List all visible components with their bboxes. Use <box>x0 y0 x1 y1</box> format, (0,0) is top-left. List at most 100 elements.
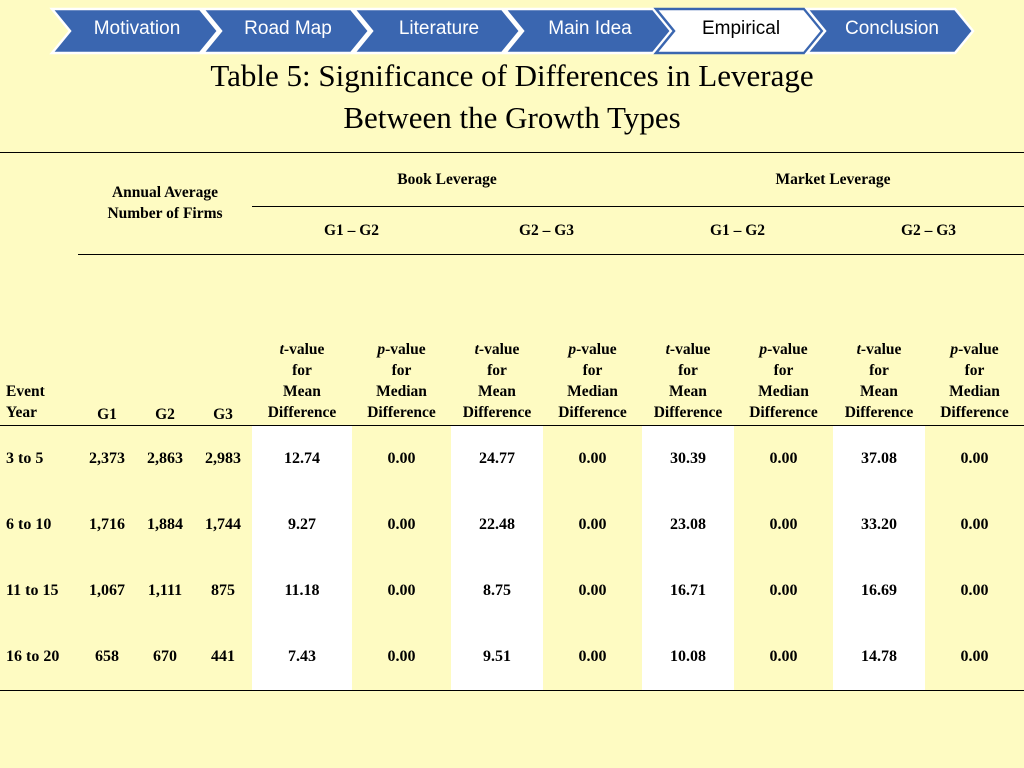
highlight-column-4 <box>833 426 925 690</box>
stat-header-t-line1: -value <box>860 341 902 358</box>
firms-g1-header: G1 <box>97 406 117 423</box>
row-firms-g1: 1,067 <box>89 582 125 599</box>
row-firms-g2: 1,111 <box>147 582 183 599</box>
stat-header-book-g2g3-p: p-value for Median Difference <box>543 339 642 423</box>
stat-header-p-line2: for <box>773 362 794 379</box>
stat-header-t-line2: for <box>678 362 698 379</box>
table-top-rule <box>0 152 1024 153</box>
nav-chevron-road-map[interactable] <box>200 7 371 55</box>
stat-header-t-line4: Difference <box>267 404 337 421</box>
row-value: 0.00 <box>960 516 989 533</box>
row-value: 8.75 <box>483 582 511 599</box>
nav-item-empirical[interactable]: Empirical <box>701 18 781 39</box>
stat-header-p-line3: Median <box>758 383 809 400</box>
stat-header-market-g2g3-t: t-value for Mean Difference <box>833 339 925 423</box>
stat-header-p-line3: Median <box>949 383 1000 400</box>
stat-header-p-line1: -value <box>576 341 617 358</box>
row-value: 0.00 <box>769 648 798 665</box>
stat-header-t-line1: -value <box>669 341 711 358</box>
stat-header-t-line4: Difference <box>844 404 914 421</box>
row-value: 30.39 <box>670 450 706 467</box>
row-firms-g1: 658 <box>95 648 119 665</box>
nav-chevron-conclusion[interactable] <box>804 7 975 55</box>
row-firms-g2: 670 <box>153 648 177 665</box>
stat-header-t-line3: Mean <box>478 383 516 400</box>
row-value: 16.71 <box>670 582 706 599</box>
row-value: 0.00 <box>578 582 607 599</box>
market-leverage-header: Market Leverage <box>775 171 891 188</box>
row-value: 0.00 <box>578 516 607 533</box>
row-value: 9.51 <box>483 648 511 665</box>
row-value: 0.00 <box>769 450 798 467</box>
row-value: 14.78 <box>861 648 897 665</box>
row-value: 37.08 <box>861 450 897 467</box>
row-value: 0.00 <box>387 516 416 533</box>
stat-header-p-line2: for <box>964 362 985 379</box>
firms-group-header-line1: Annual Average <box>111 184 219 201</box>
row-firms-g3: 1,744 <box>205 516 241 533</box>
nav-chevron-motivation[interactable] <box>49 7 220 55</box>
row-firms-g2: 1,884 <box>147 516 183 533</box>
stat-header-p-prefix: p <box>759 341 768 358</box>
stat-header-t-line2: for <box>869 362 889 379</box>
nav-chevron-main-idea[interactable] <box>502 7 673 55</box>
row-event-year: 16 to 20 <box>6 648 60 665</box>
nav-item-motivation[interactable]: Motivation <box>93 18 181 39</box>
row-value: 0.00 <box>769 582 798 599</box>
stat-header-p-line2: for <box>391 362 412 379</box>
firms-g3-header: G3 <box>213 406 233 423</box>
nav-item-road-map[interactable]: Road Map <box>244 18 332 39</box>
stat-header-t-line3: Mean <box>669 383 707 400</box>
row-value: 0.00 <box>960 582 989 599</box>
row-value: 11.18 <box>284 582 320 599</box>
row-value: 12.74 <box>284 450 320 467</box>
row-value: 16.69 <box>861 582 897 599</box>
pair-header-book-g1-g2: G1 – G2 <box>323 222 380 239</box>
nav-item-conclusion[interactable]: Conclusion <box>845 18 939 39</box>
stat-header-p-line4: Difference <box>367 404 436 421</box>
firms-group-header: Annual Average Number of Firms <box>78 182 252 224</box>
event-year-header-line2: Year <box>6 404 37 421</box>
stat-header-t-line3: Mean <box>860 383 898 400</box>
stat-header-t-line2: for <box>487 362 507 379</box>
row-event-year: 6 to 10 <box>6 516 52 533</box>
section-nav: Motivation Road Map Literature Main Idea… <box>0 0 1024 60</box>
stat-header-book-g1g2-p: p-value for Median Difference <box>352 339 451 423</box>
row-value: 0.00 <box>578 450 607 467</box>
stat-header-book-g1g2-t: t-value for Mean Difference <box>252 339 352 423</box>
row-value: 0.00 <box>960 450 989 467</box>
row-value: 0.00 <box>387 582 416 599</box>
row-value: 0.00 <box>960 648 989 665</box>
nav-chevron-literature[interactable] <box>351 7 522 55</box>
table-subheader-rule <box>78 254 1024 255</box>
row-value: 0.00 <box>578 648 607 665</box>
stat-header-p-line1: -value <box>958 341 999 358</box>
slide-title-line1: Table 5: Significance of Differences in … <box>210 58 814 93</box>
nav-item-main-idea[interactable]: Main Idea <box>548 18 632 39</box>
event-year-header: Event Year <box>6 381 78 423</box>
leverage-significance-table: Annual Average Number of Firms Book Leve… <box>0 152 1024 692</box>
row-value: 0.00 <box>387 648 416 665</box>
table-group-rule <box>252 206 1024 207</box>
stat-header-p-prefix: p <box>950 341 959 358</box>
firms-group-header-line2: Number of Firms <box>107 205 223 222</box>
nav-chevron-empirical[interactable] <box>653 7 824 55</box>
pair-header-market-g2-g3: G2 – G3 <box>900 222 957 239</box>
stat-header-t-prefix: t <box>665 341 670 358</box>
row-firms-g2: 2,863 <box>147 450 183 467</box>
stat-header-market-g1g2-t: t-value for Mean Difference <box>642 339 734 423</box>
nav-chevrons <box>49 7 975 55</box>
row-event-year: 11 to 15 <box>6 582 59 599</box>
stat-header-p-line1: -value <box>385 341 426 358</box>
row-value: 24.77 <box>479 450 515 467</box>
stat-header-p-line3: Median <box>376 383 427 400</box>
row-value: 7.43 <box>288 648 316 665</box>
table-bottom-rule <box>0 690 1024 691</box>
stat-header-t-line4: Difference <box>462 404 532 421</box>
row-firms-g3: 2,983 <box>205 450 241 467</box>
nav-item-literature[interactable]: Literature <box>398 18 480 39</box>
highlight-column-2 <box>451 426 543 690</box>
row-firms-g3: 875 <box>211 582 235 599</box>
stat-header-p-line4: Difference <box>558 404 627 421</box>
stat-header-p-line4: Difference <box>749 404 818 421</box>
